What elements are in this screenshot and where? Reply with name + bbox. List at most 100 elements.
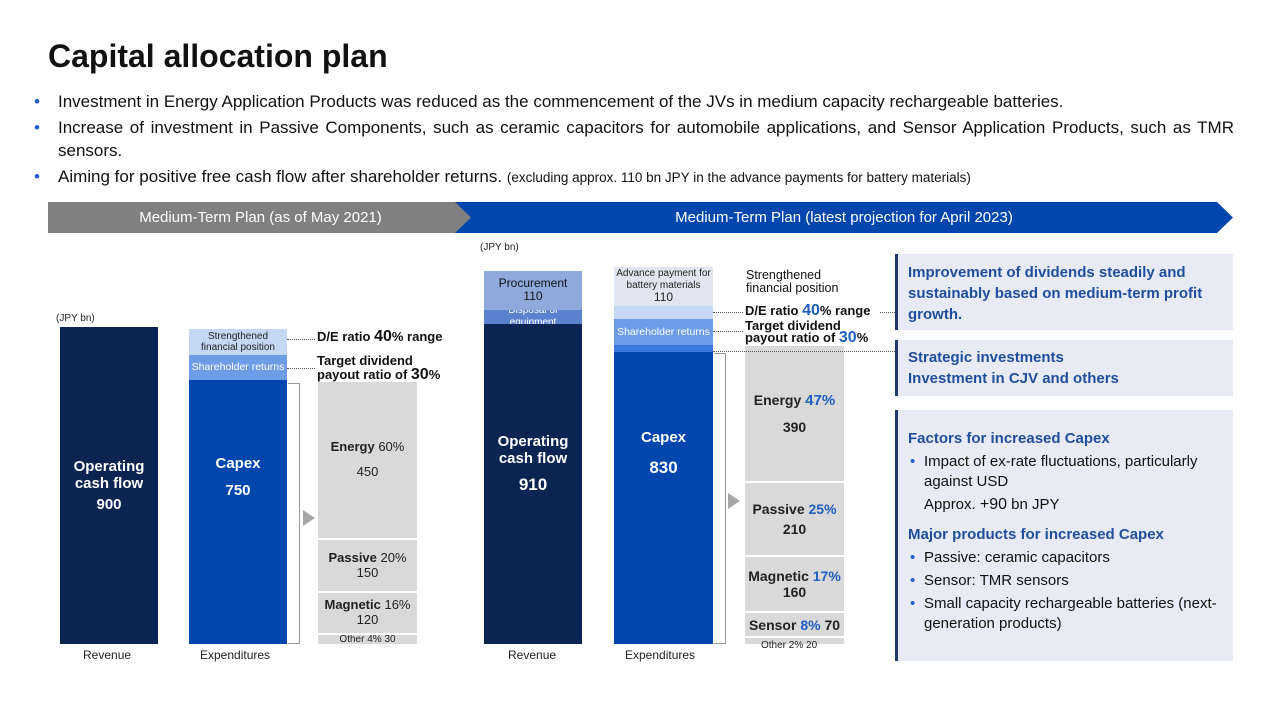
segment-other: Other 4% 30	[318, 633, 417, 644]
bullet-text: Aiming for positive free cash flow after…	[58, 167, 503, 186]
segment-label: Passive	[752, 501, 805, 518]
capex-factors-panel: Factors for increased Capex • Impact of e…	[895, 410, 1233, 661]
segment-operating-cash-flow: Operating cash flow 900	[60, 327, 158, 644]
segment-sensor: Sensor 8% 70	[745, 611, 844, 636]
bracket	[714, 353, 726, 644]
unit-label: (JPY bn)	[480, 242, 519, 253]
x-label-expenditures: Expenditures	[625, 648, 696, 662]
product-item: • Sensor: TMR sensors	[910, 572, 1069, 589]
bar-expenditures-new: Capex 830 Shareholder returns Advance pay…	[614, 224, 713, 644]
segment-disposal-of-equipment: Disposal of equipment	[484, 309, 582, 324]
segment-label: Operating cash flow	[73, 457, 145, 492]
segment-value: 390	[782, 419, 807, 436]
unit-label: (JPY bn)	[56, 313, 95, 324]
segment-label: Magnetic	[324, 597, 381, 613]
segment-advance-payment: Advance payment for battery materials 110	[614, 267, 713, 306]
bracket	[288, 383, 300, 644]
segment-value: 120	[356, 612, 379, 628]
segment-label: Procurement	[498, 275, 568, 290]
segment-other	[745, 636, 844, 644]
de-ratio-note: D/E ratio 40% range	[317, 328, 443, 345]
segment-magnetic: Magnetic 16% 120	[318, 591, 417, 634]
segment-label: Energy	[753, 391, 802, 408]
banner-old-plan: Medium-Term Plan (as of May 2021)	[48, 202, 473, 233]
segment-label: Operating cash flow	[497, 432, 569, 468]
other-label: Other 2% 20	[761, 640, 818, 651]
bar-revenue-new: Operating cash flow 910 Disposal of equip…	[484, 224, 582, 644]
bullet-icon: •	[34, 92, 40, 111]
segment-label: Energy	[330, 439, 375, 455]
segment-energy: Energy 47% 390	[745, 343, 844, 482]
bullet-icon: •	[34, 118, 40, 137]
bullet-item: • Investment in Energy Application Produc…	[34, 90, 1234, 113]
segment-pct: 20%	[380, 549, 407, 565]
bullet-text: Increase of investment in Passive Compon…	[58, 118, 1234, 160]
segment-label: Sensor	[748, 616, 797, 633]
segment-label: Passive	[328, 549, 377, 565]
segment-label: Capex	[215, 454, 261, 472]
segment-capex: Capex 830	[614, 351, 713, 644]
dotted-connector	[713, 351, 895, 352]
x-label-expenditures: Expenditures	[200, 648, 271, 662]
segment-shareholder-returns: Shareholder returns	[614, 318, 713, 345]
bar-expenditures-old: Capex 750 Shareholder returns Strengthene…	[189, 224, 287, 644]
factor-approx: Approx. +90 bn JPY	[924, 496, 1060, 513]
segment-procurement: Procurement 110	[484, 270, 582, 310]
segment-capex: Capex 750	[189, 380, 287, 644]
bullet-icon: •	[34, 167, 40, 186]
product-item: • Small capacity rechargeable batteries (…	[910, 595, 1217, 632]
segment-pct: 16%	[384, 597, 411, 613]
segment-operating-cash-flow: Operating cash flow 910	[484, 323, 582, 644]
factors-title: Factors for increased Capex	[908, 430, 1110, 447]
dividend-note: Target dividend payout ratio of 30%	[745, 318, 869, 346]
segment-value: 910	[518, 475, 548, 495]
dotted-connector	[287, 368, 315, 369]
strengthened-note: Strengthened financial position	[746, 268, 839, 295]
bullet-note: (excluding approx. 110 bn JPY in the adv…	[506, 170, 971, 185]
page-title: Capital allocation plan	[48, 38, 388, 74]
de-ratio-note: D/E ratio 40% range	[745, 302, 871, 319]
segment-strengthened-financial-position: Strengthened financial position	[189, 329, 287, 355]
bar-capex-breakdown-old: Other 4% 30 Magnetic 16% 120 Passive 20% 1…	[318, 224, 417, 644]
segment-magnetic: Magnetic 17% 160	[745, 555, 844, 612]
segment-value: 450	[356, 464, 379, 480]
segment-label: Magnetic	[748, 568, 809, 585]
bullet-text: Investment in Energy Application Product…	[58, 92, 1064, 111]
segment-divider	[614, 344, 713, 352]
bar-revenue-old: Operating cash flow 900	[60, 224, 158, 644]
segment-label: Capex	[640, 428, 687, 446]
x-label-revenue: Revenue	[83, 648, 132, 662]
segment-label: Advance payment for battery materials	[616, 268, 711, 291]
segment-shareholder-returns: Shareholder returns	[189, 355, 287, 380]
segment-pct: 60%	[378, 439, 405, 455]
segment-label: Other	[339, 633, 365, 644]
segment-strengthened-financial-position	[614, 305, 713, 319]
segment-energy: Energy 60% 450	[318, 380, 417, 539]
segment-pct: 8%	[800, 616, 821, 633]
strategic-panel: Strategic investments Investment in CJV a…	[895, 340, 1233, 396]
arrow-right-icon	[728, 493, 740, 509]
segment-value: 160	[782, 584, 807, 601]
bar-capex-breakdown-new: Sensor 8% 70 Magnetic 17% 160 Passive 25%…	[745, 224, 844, 644]
segment-value: 30	[384, 633, 396, 644]
products-title: Major products for increased Capex	[908, 526, 1164, 543]
dotted-connector	[880, 312, 895, 313]
segment-value: 150	[356, 564, 379, 580]
segment-pct: 25%	[808, 501, 837, 518]
segment-value: 110	[523, 289, 543, 304]
dotted-connector	[287, 339, 315, 340]
dotted-connector	[713, 331, 743, 332]
segment-passive: Passive 25% 210	[745, 481, 844, 556]
bullet-list: • Investment in Energy Application Produc…	[34, 90, 1234, 192]
segment-passive: Passive 20% 150	[318, 538, 417, 592]
segment-value: 70	[824, 616, 841, 633]
bullet-item: • Increase of investment in Passive Compo…	[34, 116, 1234, 162]
factor-item: • Impact of ex-rate fluctuations, particu…	[910, 453, 1198, 490]
segment-value: 750	[225, 482, 251, 499]
x-label-revenue: Revenue	[508, 648, 557, 662]
segment-pct: 47%	[805, 391, 836, 409]
dividends-panel: Improvement of dividends steadily and su…	[895, 254, 1233, 330]
banner-new-plan: Medium-Term Plan (latest projection for …	[455, 202, 1233, 233]
dotted-connector	[713, 312, 743, 313]
segment-pct: 17%	[812, 568, 841, 585]
